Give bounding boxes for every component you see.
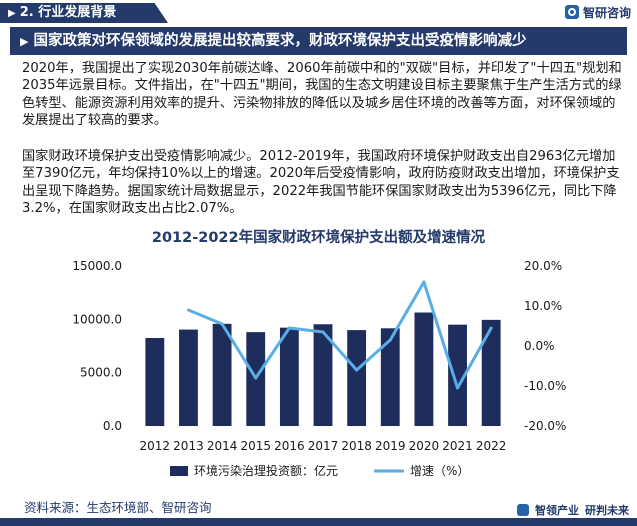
- x-tick-label: 2013: [173, 439, 204, 453]
- x-tick-label: 2020: [409, 439, 440, 453]
- bar-2022: [481, 319, 501, 426]
- x-tick-label: 2018: [341, 439, 372, 453]
- y-right-tick-label: 10.0%: [524, 299, 562, 313]
- growth-point: [186, 308, 190, 312]
- x-tick-label: 2021: [442, 439, 473, 453]
- growth-point: [355, 368, 359, 372]
- x-tick-label: 2014: [207, 439, 238, 453]
- section-tab: ▶ 2. 行业发展背景: [0, 3, 168, 23]
- footer-logo-icon: [517, 504, 529, 516]
- y-left-tick-label: 10000.0: [72, 312, 122, 326]
- y-left-tick-label: 15000.0: [72, 259, 122, 273]
- top-bar: ▶ 2. 行业发展背景 智研咨询: [0, 0, 637, 24]
- x-tick-label: 2019: [375, 439, 406, 453]
- paragraph-carbon-goals: 2020年，我国提出了实现2030年前碳达峰、2060年前碳中和的"双碳"目标，…: [22, 61, 622, 129]
- legend-bar-swatch: [170, 466, 188, 476]
- legend-line-label: 增速（%）: [410, 464, 469, 478]
- footer-slogan-right: 研判未来: [585, 504, 629, 517]
- bar-2017: [313, 324, 333, 426]
- x-tick-label: 2017: [308, 439, 339, 453]
- chart-title: 2012-2022年国家财政环境保护支出额及增速情况: [151, 230, 486, 246]
- y-right-tick-label: 20.0%: [524, 259, 562, 273]
- footer-slogan-left: 智领产业: [535, 504, 579, 517]
- brand-logo-icon: [564, 5, 579, 19]
- growth-point: [388, 338, 392, 342]
- growth-point: [254, 376, 258, 380]
- brand: 智研咨询: [564, 3, 631, 21]
- combo-chart: 0.0 5000.0 10000.0 15000.0 -20.0% -10.0% 0.0% 1…: [72, 259, 566, 478]
- bar-2016: [279, 327, 299, 426]
- source-note: 资料来源：生态环境部、智研咨询: [24, 500, 212, 515]
- section-label: 2. 行业发展背景: [19, 5, 117, 20]
- bar-2021: [448, 324, 467, 426]
- growth-point: [489, 326, 493, 330]
- growth-point: [321, 330, 325, 334]
- y-right-tick-label: -20.0%: [524, 419, 566, 433]
- bar-2012: [145, 338, 165, 426]
- y-left-tick-label: 0.0: [103, 419, 122, 433]
- double-arrow-icon: ▶: [20, 35, 29, 48]
- bar-2019: [380, 328, 400, 426]
- paragraph-fiscal-spending: 国家财政环境保护支出受疫情影响减少。2012-2019年，我国政府环境保护财政支…: [22, 149, 620, 217]
- headline-banner: ▶ 国家政策对环保领域的发展提出较高要求，财政环境保护支出受疫情影响减少: [10, 27, 627, 55]
- headline-text: 国家政策对环保领域的发展提出较高要求，财政环境保护支出受疫情影响减少: [33, 33, 527, 49]
- y-right-tick-label: 0.0%: [524, 339, 555, 353]
- arrow-icon: ▶: [8, 8, 16, 19]
- x-tick-label: 2016: [274, 439, 305, 453]
- brand-name: 智研咨询: [582, 5, 631, 20]
- bar-2014: [212, 323, 232, 426]
- growth-point: [422, 280, 426, 284]
- growth-line: [187, 280, 493, 390]
- x-tick-label: 2015: [240, 439, 271, 453]
- bar-2018: [347, 330, 367, 426]
- x-tick-label: 2012: [140, 439, 171, 453]
- y-left-tick-label: 5000.0: [80, 366, 122, 380]
- bar-2013: [179, 329, 198, 426]
- legend-bar-label: 环境污染治理投资额：亿元: [194, 463, 338, 478]
- growth-point: [456, 386, 460, 390]
- growth-point: [220, 322, 224, 326]
- footer-brand: 智领产业 研判未来: [517, 502, 629, 518]
- footer-bar: [0, 518, 637, 526]
- bar-2020: [414, 312, 434, 426]
- x-tick-label: 2022: [476, 439, 507, 453]
- y-right-tick-label: -10.0%: [524, 379, 566, 393]
- growth-point: [287, 326, 291, 330]
